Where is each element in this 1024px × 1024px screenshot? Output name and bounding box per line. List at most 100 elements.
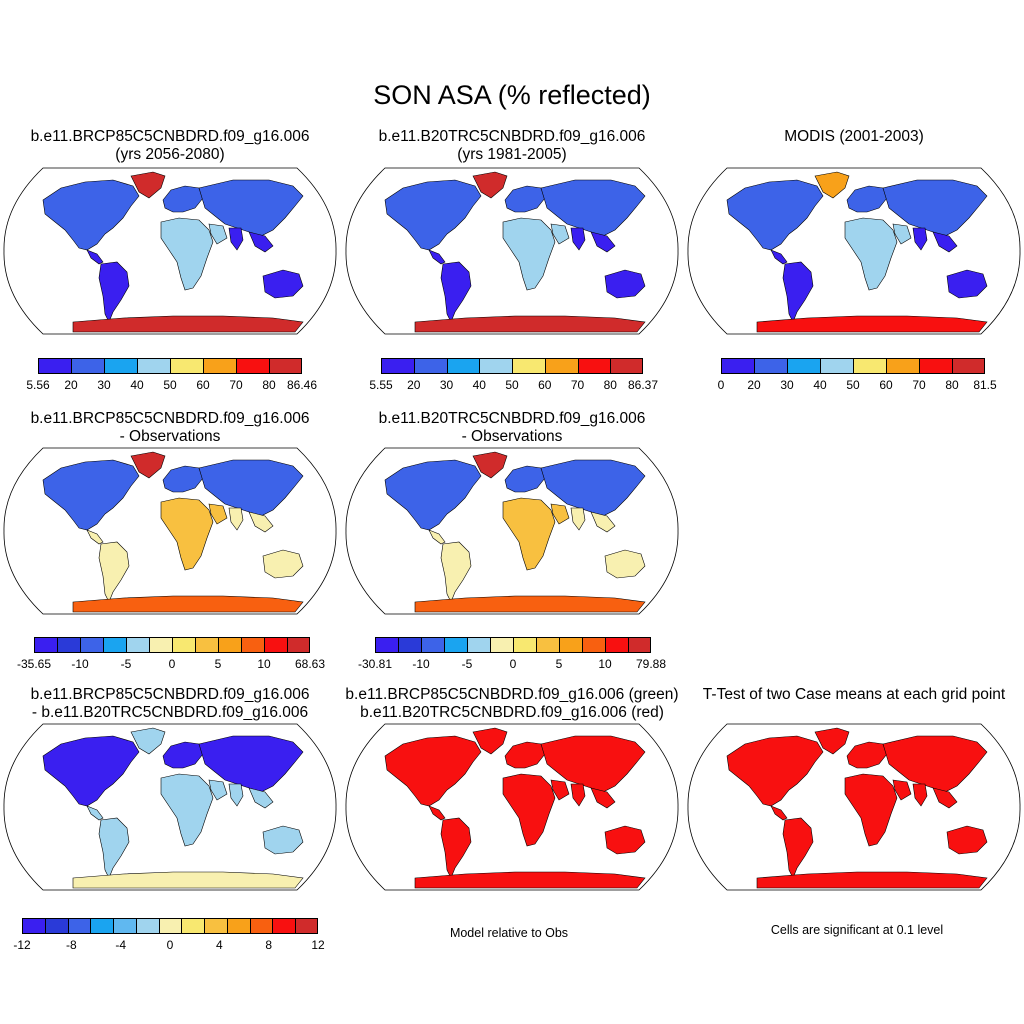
landmass-southAmerica bbox=[440, 817, 472, 879]
landmass-greenland bbox=[814, 727, 850, 755]
colorbar-swatch bbox=[34, 637, 57, 653]
landmass-antarctica bbox=[72, 871, 304, 889]
landmass-seAsia bbox=[590, 787, 616, 809]
colorbar-tick-label: 4 bbox=[215, 938, 223, 952]
landmass-antarctica bbox=[414, 871, 646, 889]
colorbar-swatch bbox=[204, 918, 227, 934]
map-outline bbox=[687, 167, 1021, 335]
world-map bbox=[3, 722, 337, 892]
model-relative-note: Model relative to Obs bbox=[449, 926, 569, 940]
colorbar-swatch bbox=[479, 358, 512, 374]
colorbar-tick-label: 20 bbox=[747, 378, 761, 392]
colorbar-swatch bbox=[919, 358, 952, 374]
landmass-arabia bbox=[550, 779, 570, 801]
landmass-asia bbox=[540, 735, 646, 793]
colorbar-swatch bbox=[513, 637, 536, 653]
map-graphic bbox=[345, 167, 679, 335]
landmass-europe bbox=[846, 741, 888, 769]
colorbar-swatch bbox=[203, 358, 236, 374]
landmass-india bbox=[228, 227, 244, 251]
colorbar-tick-label: 10 bbox=[598, 657, 612, 671]
colorbar-swatch bbox=[287, 637, 310, 653]
landmass-arabia bbox=[550, 503, 570, 525]
colorbar-tick-label: 86.46 bbox=[286, 378, 318, 392]
colorbar-rcp85-minus-20c: -12 -8 -4 0 4 8 12 bbox=[13, 918, 325, 968]
colorbar-swatch bbox=[135, 918, 159, 934]
colorbar-swatch bbox=[381, 358, 414, 374]
landmass-antarctica bbox=[756, 871, 988, 889]
map-outline bbox=[345, 723, 679, 891]
panel-title: MODIS (2001-2003) bbox=[784, 128, 924, 145]
landmass-seAsia bbox=[248, 787, 274, 809]
colorbar-tick-label: 40 bbox=[813, 378, 827, 392]
colorbar-boxes bbox=[38, 358, 302, 374]
landmass-europe bbox=[162, 185, 204, 213]
colorbar-swatch bbox=[71, 358, 104, 374]
colorbar-swatch bbox=[375, 637, 398, 653]
colorbar-tick-label: 5 bbox=[214, 657, 222, 671]
colorbar-tick-label: 50 bbox=[163, 378, 177, 392]
colorbar-tick-label: -35.65 bbox=[16, 657, 52, 671]
colorbar-swatch bbox=[413, 358, 447, 374]
colorbar-tick-label: -4 bbox=[115, 938, 126, 952]
landmass-centralAmerica bbox=[770, 249, 788, 265]
colorbar-swatch bbox=[113, 918, 136, 934]
landmass-australia bbox=[604, 825, 646, 855]
map-graphic bbox=[3, 723, 337, 891]
colorbar-swatch bbox=[490, 637, 513, 653]
landmass-northAmerica bbox=[42, 179, 140, 251]
landmass-southAmerica bbox=[782, 817, 814, 879]
landmass-australia bbox=[262, 825, 304, 855]
colorbar-swatch bbox=[577, 358, 611, 374]
landmass-australia bbox=[946, 825, 988, 855]
colorbar-tick-label: 0 bbox=[168, 657, 176, 671]
world-map bbox=[345, 446, 679, 616]
landmass-greenland bbox=[130, 727, 166, 755]
colorbar-tick-label: 60 bbox=[538, 378, 552, 392]
colorbar-swatch bbox=[90, 918, 114, 934]
landmass-europe bbox=[162, 741, 204, 769]
landmass-europe bbox=[504, 465, 546, 493]
colorbar-swatch bbox=[218, 637, 241, 653]
colorbar-tick-label: 40 bbox=[472, 378, 486, 392]
landmass-seAsia bbox=[932, 787, 958, 809]
landmass-africa bbox=[160, 497, 214, 571]
colorbar-swatch bbox=[126, 637, 149, 653]
colorbar-rcp85-absolute: 5.56 20 30 40 50 60 70 80 86.46 bbox=[26, 358, 317, 408]
landmass-northAmerica bbox=[726, 179, 824, 251]
panel-title: b.e11.BRCP85C5CNBDRD.f09_g16.006- b.e11.… bbox=[30, 686, 310, 721]
colorbar-boxes bbox=[22, 918, 318, 934]
landmass-northAmerica bbox=[384, 179, 482, 251]
landmass-arabia bbox=[208, 503, 228, 525]
map-outline bbox=[3, 723, 337, 891]
map-graphic bbox=[345, 723, 679, 891]
landmass-seAsia bbox=[248, 231, 274, 253]
colorbar-tick-label: 86.37 bbox=[627, 378, 659, 392]
colorbar-swatch bbox=[241, 637, 264, 653]
colorbar-modis: 0 20 30 40 50 60 70 80 81.5 bbox=[717, 358, 997, 408]
colorbar-swatch bbox=[610, 358, 643, 374]
colorbar-swatch bbox=[536, 637, 559, 653]
colorbar-boxes bbox=[721, 358, 985, 374]
landmass-northAmerica bbox=[384, 459, 482, 531]
colorbar-swatch bbox=[181, 918, 205, 934]
map-graphic bbox=[687, 167, 1021, 335]
landmass-arabia bbox=[208, 779, 228, 801]
colorbar-swatch bbox=[57, 637, 80, 653]
landmass-centralAmerica bbox=[428, 529, 446, 545]
panel-title: b.e11.BRCP85C5CNBDRD.f09_g16.006 (green)… bbox=[345, 686, 679, 721]
colorbar-tick-label: 80 bbox=[603, 378, 617, 392]
map-graphic bbox=[345, 447, 679, 615]
landmass-europe bbox=[504, 185, 546, 213]
colorbar-20c-absolute: 5.55 20 30 40 50 60 70 80 86.37 bbox=[369, 358, 658, 408]
landmass-northAmerica bbox=[726, 735, 824, 807]
colorbar-tick-label: -5 bbox=[461, 657, 473, 671]
map-graphic bbox=[3, 447, 337, 615]
landmass-australia bbox=[262, 549, 304, 579]
colorbar-swatch bbox=[103, 637, 126, 653]
colorbar-tick-label: 10 bbox=[257, 657, 271, 671]
landmass-greenland bbox=[472, 727, 508, 755]
colorbar-tick-label: 70 bbox=[912, 378, 926, 392]
colorbar-tick-label: 0 bbox=[717, 378, 725, 392]
landmass-africa bbox=[844, 773, 898, 847]
